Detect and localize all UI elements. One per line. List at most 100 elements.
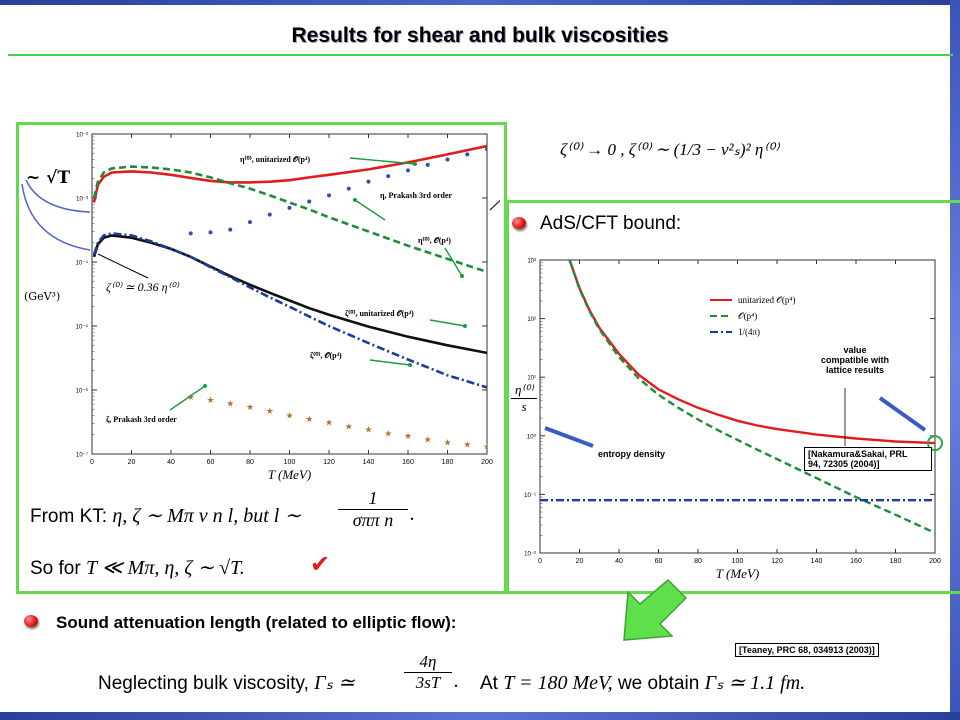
x-tick-label: 140: [363, 459, 375, 466]
value-note: value compatible with lattice results: [820, 345, 889, 375]
so-for-line: So for T ≪ Mπ, η, ζ ∼ √T.: [30, 555, 245, 580]
data-point: [425, 162, 430, 167]
data-point: [366, 179, 371, 184]
y-tick-label: 10⁻²: [76, 133, 88, 139]
pointer-arrow: [444, 247, 463, 277]
x-tick-label: 140: [811, 558, 823, 565]
right-ylabel-num: η⁽⁰⁾: [511, 382, 537, 399]
pointer-arrow: [349, 157, 416, 165]
x-tick-label: 20: [128, 459, 136, 466]
sqrtT-label: ~ √T: [26, 168, 70, 188]
x-axis-label: T (MeV): [268, 467, 311, 482]
top-border: [0, 0, 960, 5]
from-kt-math: η, ζ ∼ Mπ v n l, but l ∼: [112, 505, 302, 527]
data-point-star: ★: [226, 398, 234, 408]
pointer-arrow-head: [353, 198, 357, 202]
series-group: [540, 260, 935, 534]
data-point-star: ★: [266, 406, 274, 416]
y-tick-label: 10²: [527, 317, 536, 323]
series-line: [92, 234, 487, 355]
sqrtT-arrow-lower: [21, 183, 91, 251]
from-kt-frac-num: 1: [338, 488, 408, 510]
blue-arrow-lattice: [878, 396, 927, 432]
right-frame: [506, 200, 960, 594]
series-line: [568, 260, 935, 534]
y-tick-label: 10⁻³: [76, 197, 88, 203]
x-tick-label: 20: [576, 558, 584, 565]
pointer-arrow: [169, 385, 206, 411]
data-point-star: ★: [345, 421, 353, 431]
left-chart: 0 20 40 60 80 100 120 140 160 180 200 10⁻⁷ 10⁻⁶ 10⁻⁵ 1…: [21, 133, 500, 482]
y-tick-label: 10³: [527, 259, 536, 265]
data-point-star: ★: [483, 442, 491, 452]
series-annotation: η, Prakash 3rd order: [380, 191, 453, 200]
x-axis-label: T (MeV): [716, 566, 759, 581]
so-for-math: T ≪ Mπ, η, ζ ∼ √T.: [85, 557, 245, 579]
y-tick-label: 10⁻⁴: [76, 260, 89, 267]
series-annotation: η⁽⁰⁾, 𝒪(p⁴): [418, 235, 451, 245]
data-point-star: ★: [305, 414, 313, 424]
data-point: [208, 230, 213, 235]
data-point-star: ★: [364, 425, 372, 435]
x-tick-label: 40: [167, 459, 175, 466]
data-point: [327, 193, 331, 198]
from-kt-line: From KT: η, ζ ∼ Mπ v n l, but l ∼: [30, 503, 301, 528]
pointer-arrow-head: [413, 162, 417, 166]
data-point-star: ★: [404, 431, 412, 441]
x-tick-label: 200: [481, 459, 493, 466]
y-tick-label: 10⁻⁵: [76, 324, 89, 331]
data-point: [228, 227, 233, 232]
series-annotation: ζ⁽⁰⁾, 𝒪(p⁴): [310, 350, 342, 360]
y-tick-label: 10⁰: [527, 433, 537, 440]
data-point: [307, 199, 312, 204]
obtain-result: Γₛ ≃ 1.1 fm.: [704, 672, 806, 694]
ads-cft-heading: AdS/CFT bound:: [540, 213, 682, 234]
sound-attenuation-heading: Sound attenuation length (related to ell…: [56, 613, 457, 632]
legend-label: 1/(4π): [738, 327, 760, 337]
series-annotation: η⁽⁰⁾, unitarized 𝒪(p⁴): [240, 154, 310, 164]
legend-label: 𝒪(p⁴): [738, 311, 757, 321]
right-ylabel: η⁽⁰⁾ s: [511, 382, 537, 415]
neglect-math-lhs: Γₛ ≃: [314, 672, 355, 694]
x-tick-label: 80: [246, 459, 254, 466]
x-tick-label: 200: [929, 558, 941, 565]
data-point-star: ★: [187, 392, 195, 402]
red-checkmark-icon: ✔: [310, 551, 331, 578]
so-for-prefix: So for: [30, 558, 81, 579]
red-bullet-icon-2: [24, 615, 38, 627]
formula-arrow: [489, 199, 500, 211]
from-kt-frac-den: σππ n: [352, 510, 394, 530]
data-point-star: ★: [206, 395, 214, 405]
right-chart: 0 20 40 60 80 100 120 140 160 180 200 10⁻² 10⁻¹ 10⁰ 10…: [524, 259, 943, 581]
zeta-formula: ζ⁽⁰⁾ → 0 , ζ⁽⁰⁾ ∼ (1/3 − v²ₛ)² η⁽⁰⁾: [560, 140, 779, 159]
obtain-mid: we obtain: [617, 673, 700, 694]
x-tick-label: 80: [694, 558, 702, 565]
neglect-prefix: Neglecting bulk viscosity,: [98, 673, 309, 694]
zeta-ratio-label: ζ⁽⁰⁾ ≃ 0.36 η⁽⁰⁾: [106, 280, 179, 294]
y-tick-label: 10⁻¹: [524, 493, 536, 499]
data-point: [485, 147, 487, 152]
pointer-arrow-head: [460, 274, 464, 278]
left-ylabel: (GeV³): [24, 290, 61, 303]
bottom-border: [0, 712, 960, 720]
y-tick-label: 10⁻²: [524, 552, 536, 558]
legend-label: unitarized 𝒪(p⁴): [738, 295, 796, 305]
x-tick-label: 40: [615, 558, 623, 565]
entropy-label: entropy density: [598, 449, 666, 459]
sqrtT-arrow-upper: [25, 179, 91, 213]
data-point-star: ★: [246, 402, 254, 412]
left-frame: [16, 122, 507, 594]
series-annotation: ζ⁽⁰⁾, unitarized 𝒪(p⁴): [345, 308, 414, 318]
obtain-line: At T = 180 MeV, we obtain Γₛ ≃ 1.1 fm.: [480, 670, 805, 695]
red-bullet-icon: [512, 217, 526, 229]
series-group: ★ ★ ★ ★ ★ ★ ★ ★ ★ ★ ★ ★ ★ ★ ★ ★: [92, 144, 491, 452]
from-kt-prefix: From KT:: [30, 506, 108, 527]
obtain-math: T = 180 MeV,: [503, 672, 613, 694]
right-border: [950, 0, 960, 720]
teaney-ref: [Teaney, PRC 68, 034913 (2003)]: [735, 643, 879, 657]
green-arrow-icon: [623, 578, 688, 641]
data-point: [188, 231, 193, 236]
x-tick-label: 0: [538, 558, 542, 565]
y-tick-label: 10⁻⁶: [76, 388, 89, 395]
x-tick-label: 160: [850, 558, 862, 565]
